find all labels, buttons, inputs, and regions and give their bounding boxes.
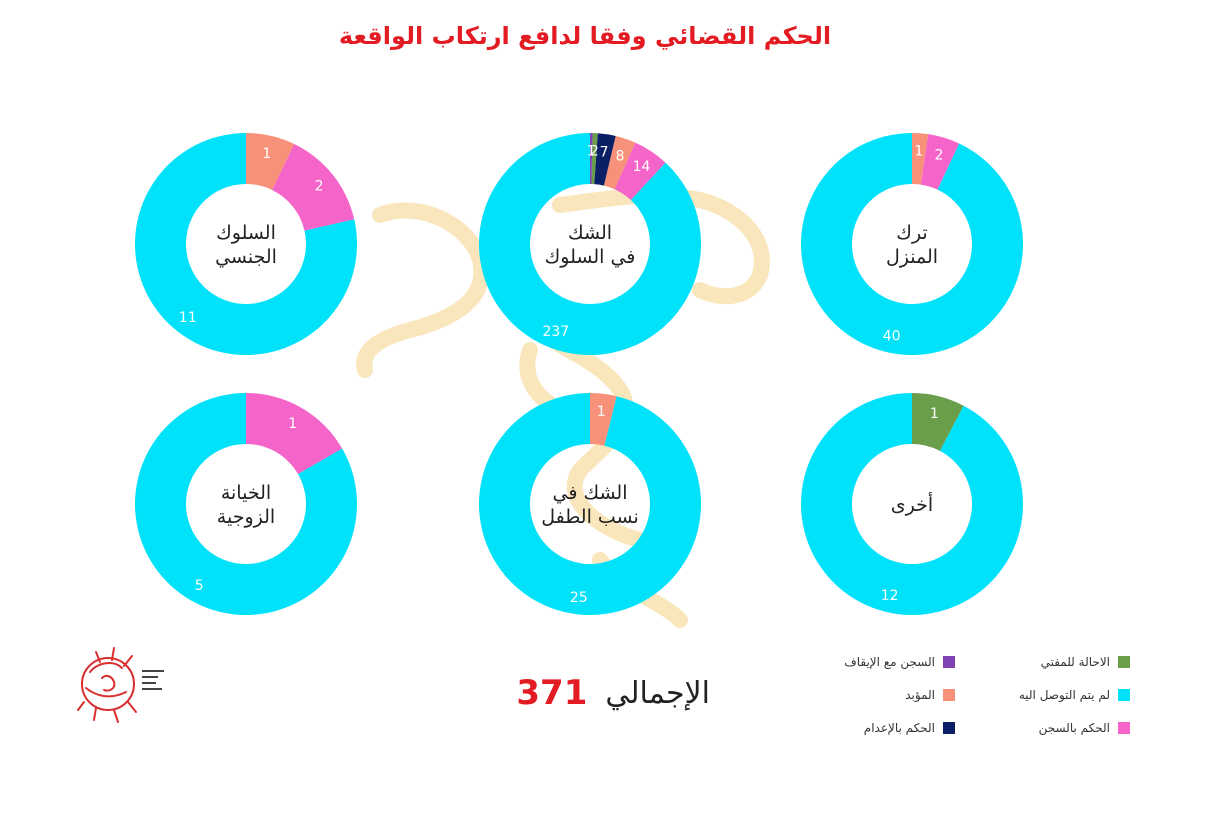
slice-value-label: 8 xyxy=(616,148,625,164)
slice-value-label: 14 xyxy=(633,159,651,175)
donut-slice xyxy=(272,143,355,231)
slice-value-label: 1 xyxy=(288,416,297,432)
slice-value-label: 1 xyxy=(587,144,596,160)
slice-value-label: 12 xyxy=(881,588,899,604)
chart-center-label: أخرى xyxy=(891,492,933,516)
slice-value-label: 2 xyxy=(934,147,943,163)
slice-value-label: 25 xyxy=(570,590,588,606)
chart-center-label: نسب الطفل xyxy=(541,506,639,528)
legend-swatch xyxy=(943,655,955,668)
slice-value-label: 2 xyxy=(315,179,324,195)
donut-slice xyxy=(590,133,593,185)
donut-slice xyxy=(479,133,701,356)
legend-swatch xyxy=(943,721,955,734)
chart-title: الحكم القضائي وفقا لدافع ارتكاب الواقعة xyxy=(338,22,832,50)
legend-item: الحكم بالسجن xyxy=(975,711,1130,744)
legend-item: المؤبد xyxy=(800,678,955,711)
donut-slice xyxy=(594,133,616,186)
legend-swatch xyxy=(1118,655,1130,668)
chart-center-label: الشك في xyxy=(553,482,628,504)
egyptian-social-data-project-logo-icon xyxy=(77,647,164,723)
legend-item: لم يتم التوصل اليه xyxy=(975,678,1130,711)
donut-slice xyxy=(591,133,598,185)
legend-item: السجن مع الإيقاف xyxy=(800,645,955,678)
chart-center-label: الخيانة xyxy=(221,482,271,504)
donut-slice xyxy=(801,393,1024,616)
chart-center-label: الزوجية xyxy=(217,506,275,528)
chart-center-label: ترك xyxy=(896,222,927,244)
chart-center-label: في السلوك xyxy=(545,246,636,268)
donut-slice xyxy=(603,136,636,190)
legend-label: لم يتم التوصل اليه xyxy=(1018,687,1110,702)
total-value: 371 xyxy=(516,673,588,713)
chart-center-label: الجنسي xyxy=(215,246,277,268)
total-summary: الإجمالي 371 xyxy=(470,668,710,718)
legend: الاحالة للمفتي السجن مع الإيقاف لم يتم ا… xyxy=(800,645,1130,745)
slice-value-label: 1 xyxy=(914,144,923,160)
donut-slice xyxy=(614,142,666,200)
slice-value-label: 40 xyxy=(883,328,901,344)
slice-value-label: 1 xyxy=(597,404,606,420)
slice-value-label: 11 xyxy=(179,310,197,326)
legend-item: الحكم بالإعدام xyxy=(800,711,955,744)
donut-slice xyxy=(246,133,295,190)
legend-item: الاحالة للمفتي xyxy=(975,645,1130,678)
slice-value-label: 7 xyxy=(600,145,609,161)
donut-slice xyxy=(912,393,964,451)
legend-swatch xyxy=(1118,721,1130,734)
donut-slice xyxy=(478,393,701,615)
donut-slice xyxy=(920,134,960,190)
total-label: الإجمالي xyxy=(605,675,710,711)
slice-value-label: 5 xyxy=(195,578,204,594)
slice-value-label: 1 xyxy=(930,406,939,422)
legend-label: المؤبد xyxy=(905,687,935,702)
donut-slice xyxy=(912,133,929,185)
legend-label: السجن مع الإيقاف xyxy=(844,654,935,669)
slice-value-label: 2 xyxy=(590,144,599,160)
slice-value-label: 237 xyxy=(542,324,569,340)
donut-slice xyxy=(246,393,343,474)
legend-swatch xyxy=(1118,688,1130,701)
donut-slice xyxy=(801,133,1024,355)
chart-center-label: السلوك xyxy=(216,222,276,244)
donut-slice xyxy=(135,393,357,615)
legend-label: الاحالة للمفتي xyxy=(1040,654,1110,669)
donut-slice xyxy=(135,133,357,355)
slice-value-label: 1 xyxy=(262,146,271,162)
legend-label: الحكم بالإعدام xyxy=(863,720,935,735)
donut-slice xyxy=(590,393,617,446)
chart-center-label: المنزل xyxy=(886,246,938,268)
legend-swatch xyxy=(943,688,955,701)
legend-label: الحكم بالسجن xyxy=(1038,720,1110,735)
chart-center-label: الشك xyxy=(568,222,612,244)
donut-chart: 12 1 أخرى xyxy=(801,393,1024,616)
